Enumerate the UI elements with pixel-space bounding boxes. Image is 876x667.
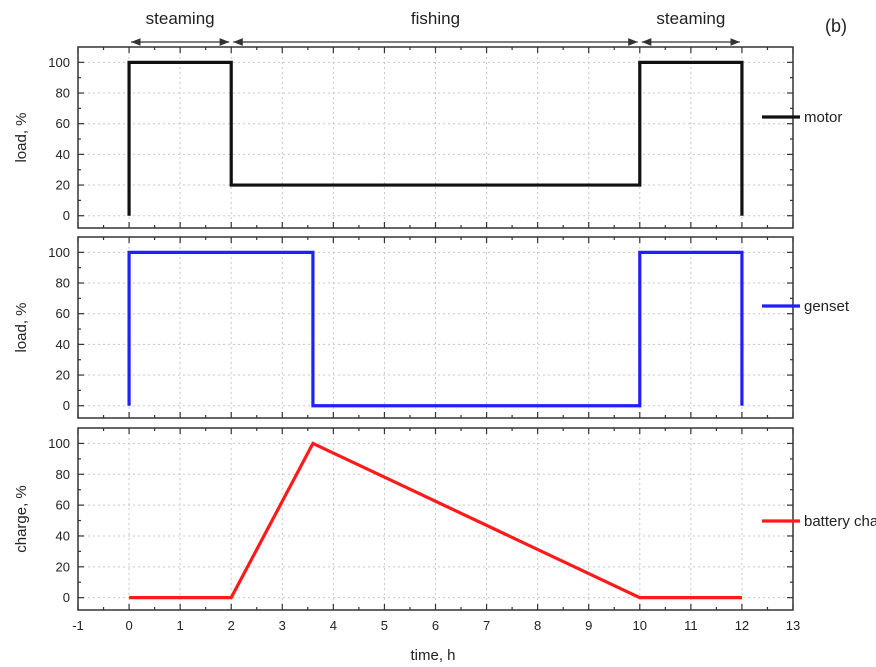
y-tick-label: 60: [56, 498, 70, 513]
y-ticks: 0 20 40 60 80 100: [48, 55, 793, 223]
legend: motor: [762, 109, 842, 126]
y-tick-label: 100: [48, 436, 70, 451]
x-tick-label: 11: [684, 618, 698, 633]
y-tick-label: 0: [63, 398, 70, 413]
x-tick-label: 13: [786, 618, 800, 633]
x-ticks: [77, 428, 794, 610]
y-tick-label: 100: [48, 245, 70, 260]
y-tick-label: 40: [56, 528, 70, 543]
legend: battery charge level: [762, 513, 876, 530]
x-tick-label: 8: [534, 618, 541, 633]
grid: [77, 428, 794, 610]
y-tick-label: 100: [48, 55, 70, 70]
y-ticks: 0 20 40 60 80 100: [48, 245, 793, 413]
x-axis-title: time, h: [410, 647, 455, 664]
panel-2: 0 20 40 60 80 100 load, % genset: [13, 236, 850, 419]
grid: [77, 47, 794, 228]
y-tick-label: 80: [56, 467, 70, 482]
x-tick-labels: -1 0 1 2 3 4 5 6 7 8 9 10 11 12 13: [72, 618, 800, 633]
y-tick-label: 80: [56, 276, 70, 291]
x-tick-label: 4: [330, 618, 337, 633]
legend-label: genset: [804, 298, 850, 315]
grid: [77, 237, 794, 418]
x-tick-label: 6: [432, 618, 439, 633]
y-tick-label: 0: [63, 208, 70, 223]
y-tick-label: 0: [63, 590, 70, 605]
y-axis-title: load, %: [13, 302, 30, 352]
x-tick-label: 1: [177, 618, 184, 633]
x-tick-label: 0: [125, 618, 132, 633]
legend-label: battery charge level: [804, 513, 876, 530]
y-axis-title: load, %: [13, 112, 30, 162]
phase-label: steaming: [656, 9, 725, 28]
y-tick-label: 40: [56, 147, 70, 162]
series-line-motor: [127, 60, 744, 216]
series-line-genset: [127, 250, 744, 408]
y-tick-label: 20: [56, 178, 70, 193]
series-line-battery-charge-level: [129, 441, 742, 600]
y-tick-label: 20: [56, 559, 70, 574]
x-tick-label: 3: [279, 618, 286, 633]
x-tick-label: 10: [633, 618, 647, 633]
x-tick-label: 5: [381, 618, 388, 633]
x-tick-label: -1: [72, 618, 84, 633]
y-tick-label: 60: [56, 306, 70, 321]
x-tick-label: 12: [735, 618, 749, 633]
panel-tag: (b): [825, 16, 847, 36]
phase-annotations: steaming fishing steaming: [131, 9, 740, 46]
x-tick-label: 9: [585, 618, 592, 633]
y-tick-label: 60: [56, 116, 70, 131]
x-tick-label: 2: [228, 618, 235, 633]
y-axis-title: charge, %: [13, 485, 30, 553]
y-tick-label: 80: [56, 86, 70, 101]
phase-label: steaming: [146, 9, 215, 28]
x-tick-label: 7: [483, 618, 490, 633]
y-tick-label: 20: [56, 368, 70, 383]
legend-label: motor: [804, 109, 842, 126]
x-ticks: [77, 237, 794, 418]
y-tick-label: 40: [56, 337, 70, 352]
y-ticks: 0 20 40 60 80 100: [48, 436, 793, 605]
phase-label: fishing: [411, 9, 460, 28]
panel-1: 0 20 40 60 80 100 load, % motor: [13, 46, 842, 229]
legend: genset: [762, 298, 850, 315]
x-ticks: [77, 47, 794, 228]
